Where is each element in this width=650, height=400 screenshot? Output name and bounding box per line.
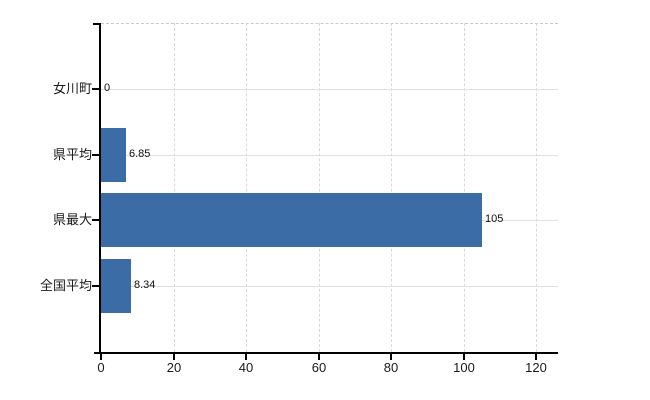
bar — [101, 128, 126, 182]
gridline-vertical — [318, 23, 320, 352]
x-tick-label: 80 — [383, 360, 399, 375]
gridline-horizontal — [101, 155, 558, 156]
x-tick-label: 60 — [311, 360, 327, 375]
gridline-vertical — [173, 23, 175, 352]
x-tick — [318, 354, 320, 360]
bar — [101, 193, 482, 247]
y-tick — [92, 219, 99, 221]
y-tick — [92, 154, 99, 156]
bar — [101, 259, 131, 313]
category-label: 女川町 — [52, 81, 92, 96]
x-tick — [463, 354, 465, 360]
value-label: 6.85 — [129, 148, 151, 160]
gridline-vertical — [391, 23, 393, 352]
value-label: 8.34 — [134, 279, 156, 291]
y-tick — [92, 88, 99, 90]
value-label: 105 — [485, 213, 504, 225]
x-tick — [245, 354, 247, 360]
y-axis-top-tick — [93, 23, 99, 25]
gridline-vertical — [536, 23, 538, 352]
y-axis — [99, 23, 101, 352]
value-label: 0 — [104, 82, 111, 94]
gridline-horizontal — [101, 89, 558, 90]
y-tick — [92, 285, 99, 287]
x-axis — [94, 352, 558, 354]
category-label: 県最大 — [52, 212, 92, 227]
x-tick-label: 40 — [238, 360, 254, 375]
x-tick-label: 120 — [525, 360, 547, 375]
gridline-horizontal — [101, 286, 558, 287]
plot-border-top — [101, 23, 558, 24]
x-tick-label: 0 — [97, 360, 105, 375]
x-tick — [100, 354, 102, 360]
x-tick-label: 20 — [166, 360, 182, 375]
gridline-vertical — [463, 23, 465, 352]
x-tick — [535, 354, 537, 360]
x-tick — [390, 354, 392, 360]
category-label: 県平均 — [52, 147, 92, 162]
x-tick-label: 100 — [453, 360, 475, 375]
x-tick — [173, 354, 175, 360]
category-label: 全国平均 — [39, 278, 92, 293]
gridline-vertical — [246, 23, 248, 352]
